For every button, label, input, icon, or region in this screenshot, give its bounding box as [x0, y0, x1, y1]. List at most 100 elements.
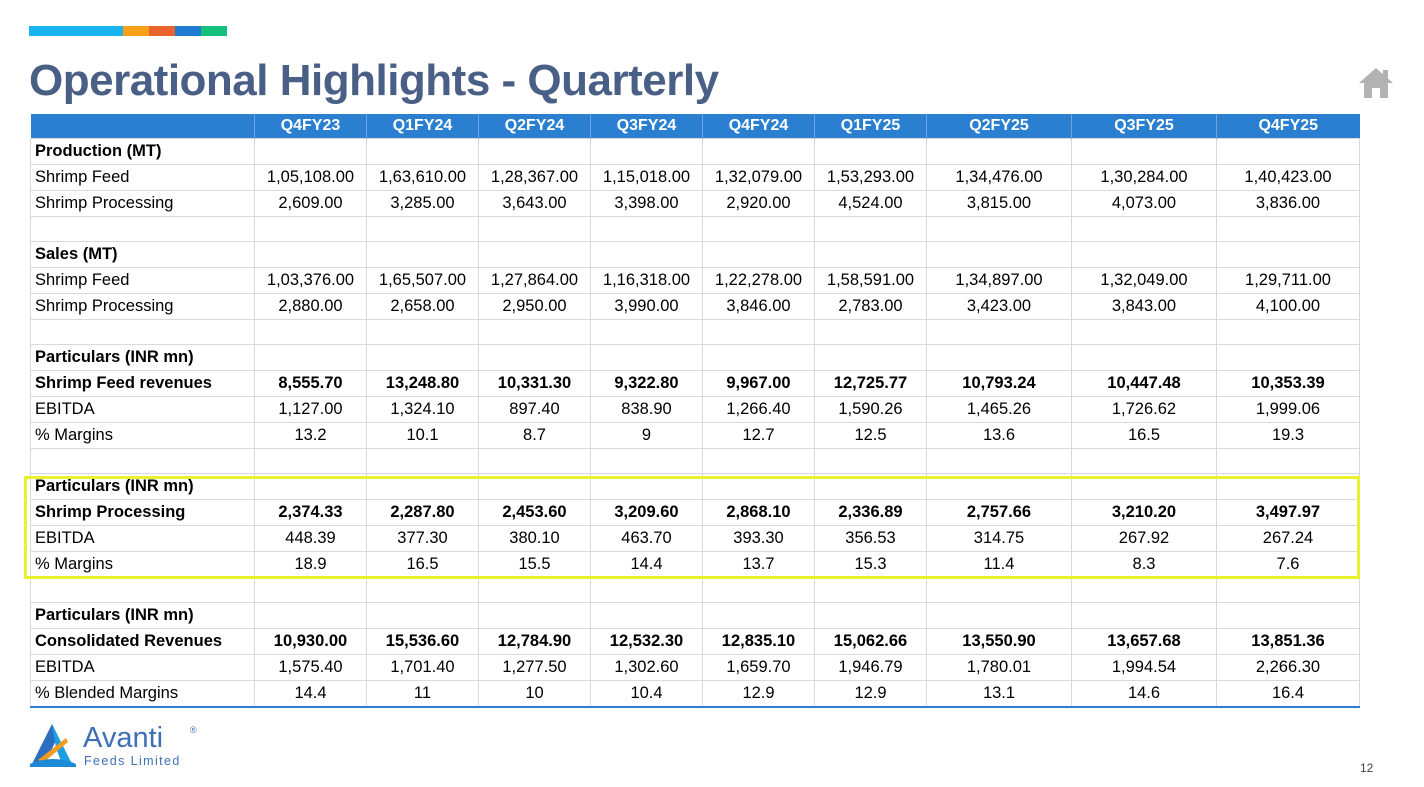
value-cell: 13.6 — [926, 422, 1072, 449]
column-header: Q2FY25 — [926, 114, 1072, 139]
value-cell: 380.10 — [478, 525, 591, 552]
value-cell — [1071, 448, 1217, 474]
row-label-cell: Shrimp Processing — [30, 499, 255, 526]
column-header: Q4FY24 — [702, 114, 815, 139]
value-cell: 1,590.26 — [814, 396, 927, 423]
value-cell: 1,659.70 — [702, 654, 815, 681]
value-cell — [814, 138, 927, 165]
row-label-cell: Consolidated Revenues — [30, 628, 255, 655]
value-cell — [814, 577, 927, 603]
value-cell — [702, 344, 815, 371]
accent-segment-red — [149, 26, 175, 36]
table-body: Production (MT) Shrimp Feed 1,05,108.00 1,6… — [30, 138, 1360, 708]
value-cell — [254, 602, 367, 629]
value-cell — [702, 448, 815, 474]
value-cell — [366, 138, 479, 165]
row-label-cell — [30, 319, 255, 345]
column-header: Q1FY25 — [814, 114, 927, 139]
value-cell: 1,05,108.00 — [254, 164, 367, 191]
value-cell: 4,073.00 — [1071, 190, 1217, 217]
value-cell: 1,30,284.00 — [1071, 164, 1217, 191]
value-cell: 16.5 — [1071, 422, 1217, 449]
value-cell — [590, 577, 703, 603]
table-row: % Margins 13.2 10.1 8.7 9 12.7 12.5 13.6 16.5 19.… — [30, 422, 1360, 449]
value-cell: 2,783.00 — [814, 293, 927, 320]
value-cell — [1071, 241, 1217, 268]
table-row: Particulars (INR mn) — [30, 344, 1360, 371]
value-cell: 1,946.79 — [814, 654, 927, 681]
value-cell: 3,285.00 — [366, 190, 479, 217]
value-cell — [814, 319, 927, 345]
value-cell: 267.24 — [1216, 525, 1360, 552]
value-cell — [254, 319, 367, 345]
value-cell: 3,497.97 — [1216, 499, 1360, 526]
value-cell — [478, 577, 591, 603]
value-cell: 3,210.20 — [1071, 499, 1217, 526]
value-cell: 1,32,079.00 — [702, 164, 815, 191]
value-cell: 1,780.01 — [926, 654, 1072, 681]
value-cell — [814, 241, 927, 268]
value-cell: 15.5 — [478, 551, 591, 578]
value-cell: 897.40 — [478, 396, 591, 423]
page-number: 12 — [1360, 761, 1374, 775]
value-cell — [590, 448, 703, 474]
value-cell: 1,63,610.00 — [366, 164, 479, 191]
quarterly-highlights-table: Q4FY23 Q1FY24 Q2FY24 Q3FY24 Q4FY24 Q1FY2… — [30, 114, 1360, 708]
value-cell: 13,550.90 — [926, 628, 1072, 655]
value-cell: 9,322.80 — [590, 370, 703, 397]
value-cell: 1,40,423.00 — [1216, 164, 1360, 191]
value-cell: 8.3 — [1071, 551, 1217, 578]
table-row: Shrimp Feed revenues 8,555.70 13,248.80 10,… — [30, 370, 1360, 397]
home-icon[interactable] — [1358, 66, 1394, 100]
value-cell — [814, 602, 927, 629]
value-cell: 12,784.90 — [478, 628, 591, 655]
value-cell: 13,851.36 — [1216, 628, 1360, 655]
row-label-cell: EBITDA — [30, 654, 255, 681]
value-cell: 13.7 — [702, 551, 815, 578]
value-cell — [366, 216, 479, 242]
value-cell: 1,28,367.00 — [478, 164, 591, 191]
value-cell — [254, 344, 367, 371]
value-cell: 12.7 — [702, 422, 815, 449]
row-label-cell: % Margins — [30, 551, 255, 578]
value-cell: 10,447.48 — [1071, 370, 1217, 397]
value-cell — [478, 216, 591, 242]
value-cell: 838.90 — [590, 396, 703, 423]
value-cell: 1,994.54 — [1071, 654, 1217, 681]
value-cell: 1,65,507.00 — [366, 267, 479, 294]
row-label-cell: Shrimp Feed — [30, 267, 255, 294]
slide-title: Operational Highlights - Quarterly — [29, 56, 719, 105]
value-cell: 4,100.00 — [1216, 293, 1360, 320]
value-cell — [590, 241, 703, 268]
value-cell: 1,32,049.00 — [1071, 267, 1217, 294]
table-row — [30, 448, 1360, 474]
value-cell: 8.7 — [478, 422, 591, 449]
value-cell: 3,398.00 — [590, 190, 703, 217]
row-label-cell — [30, 216, 255, 242]
value-cell: 11.4 — [926, 551, 1072, 578]
value-cell — [254, 473, 367, 500]
value-cell: 9 — [590, 422, 703, 449]
value-cell: 3,836.00 — [1216, 190, 1360, 217]
value-cell: 377.30 — [366, 525, 479, 552]
value-cell — [478, 344, 591, 371]
table-row: EBITDA 1,127.00 1,324.10 897.40 838.90 1,266.… — [30, 396, 1360, 423]
value-cell: 15,536.60 — [366, 628, 479, 655]
value-cell: 3,815.00 — [926, 190, 1072, 217]
value-cell — [1071, 216, 1217, 242]
value-cell: 2,868.10 — [702, 499, 815, 526]
value-cell — [1216, 602, 1360, 629]
row-label-cell: Shrimp Processing — [30, 293, 255, 320]
row-label-cell: % Margins — [30, 422, 255, 449]
value-cell — [926, 241, 1072, 268]
row-label-cell: EBITDA — [30, 525, 255, 552]
value-cell: 9,967.00 — [702, 370, 815, 397]
value-cell — [254, 241, 367, 268]
value-cell: 10.4 — [590, 680, 703, 708]
value-cell: 1,29,711.00 — [1216, 267, 1360, 294]
accent-color-bar — [29, 26, 227, 36]
value-cell: 1,27,864.00 — [478, 267, 591, 294]
table-row: Production (MT) — [30, 138, 1360, 165]
value-cell — [926, 577, 1072, 603]
value-cell — [926, 138, 1072, 165]
